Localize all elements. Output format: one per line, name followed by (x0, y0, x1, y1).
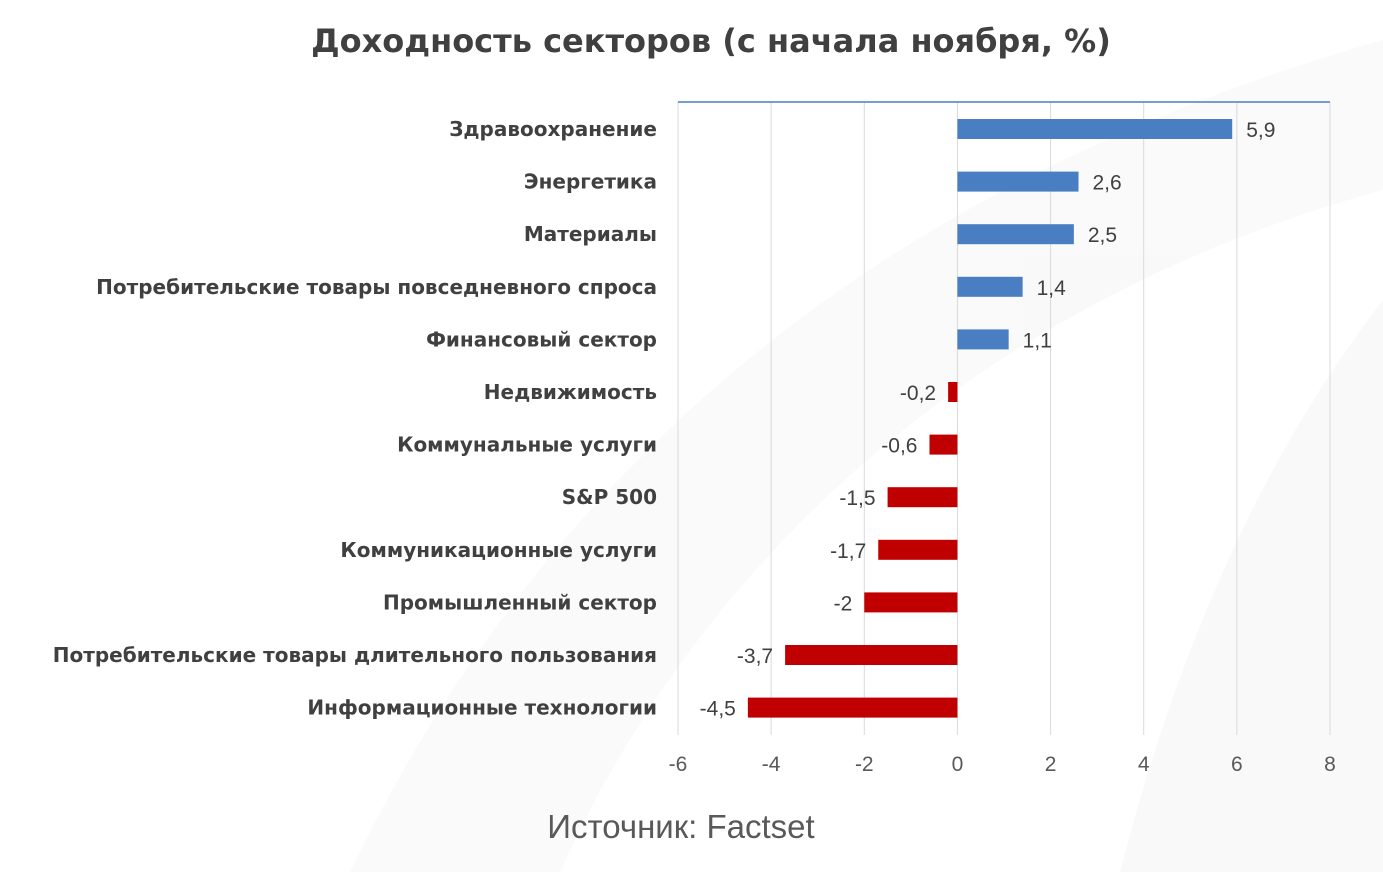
category-label: Промышленный сектор (383, 590, 657, 614)
x-tick-label: 8 (1324, 753, 1336, 776)
category-label: Потребительские товары повседневного спр… (96, 275, 657, 299)
category-label: Коммуникационные услуги (340, 538, 657, 562)
x-tick-label: 0 (952, 753, 964, 776)
x-axis-ticks: -6 -4 -2 0 2 4 6 8 (669, 753, 1336, 776)
gridlines (677, 102, 1331, 735)
watermark-swoosh (350, 40, 1383, 872)
bar (957, 224, 1074, 245)
data-label: 1,4 (1037, 277, 1067, 300)
x-tick-label: 2 (1045, 753, 1057, 776)
category-label: Потребительские товары длительного польз… (53, 643, 657, 667)
category-label: Материалы (524, 222, 657, 246)
data-label: 1,1 (1023, 329, 1052, 352)
chart-title: Доходность секторов (с начала ноября, %) (311, 22, 1111, 60)
category-label: Здравоохранение (449, 117, 657, 141)
category-label: S&P 500 (562, 485, 657, 509)
category-label: Энергетика (524, 170, 657, 194)
x-tick-label: 6 (1231, 753, 1243, 776)
x-tick-label: 4 (1138, 753, 1150, 776)
data-label: -1,7 (830, 540, 866, 563)
bar (957, 171, 1079, 192)
bar (957, 119, 1233, 139)
data-label: 2,6 (1093, 172, 1122, 195)
bar (887, 487, 958, 508)
bar (747, 697, 958, 718)
data-label: -4,5 (700, 698, 736, 721)
x-tick-label: -4 (762, 753, 781, 776)
data-label: 2,5 (1088, 224, 1117, 247)
data-label: 5,9 (1246, 119, 1275, 142)
data-label: -1,5 (839, 487, 875, 510)
category-label: Информационные технологии (307, 696, 657, 720)
data-label: -0,2 (900, 382, 936, 405)
bars (747, 119, 1233, 718)
source-note: Источник: Factset (547, 808, 814, 845)
bar (948, 382, 958, 402)
category-labels: Здравоохранение Энергетика Материалы Потреб… (53, 117, 657, 720)
data-labels: 5,9 2,6 2,5 1,4 1,1 -0,2 -0,6 -1,5 -1,7 -2 -3,7 -4,… (700, 119, 1276, 721)
data-label: -2 (834, 592, 853, 615)
data-label: -3,7 (737, 645, 773, 668)
bar (864, 592, 958, 613)
bar (878, 539, 958, 560)
bar (929, 434, 958, 455)
bar (957, 329, 1009, 350)
bar (957, 276, 1023, 297)
category-label: Коммунальные услуги (397, 433, 657, 457)
data-label: -0,6 (881, 435, 917, 458)
category-label: Финансовый сектор (426, 327, 657, 351)
bar (785, 645, 958, 665)
x-tick-label: -6 (669, 753, 688, 776)
category-label: Недвижимость (484, 380, 657, 404)
x-tick-label: -2 (855, 753, 874, 776)
